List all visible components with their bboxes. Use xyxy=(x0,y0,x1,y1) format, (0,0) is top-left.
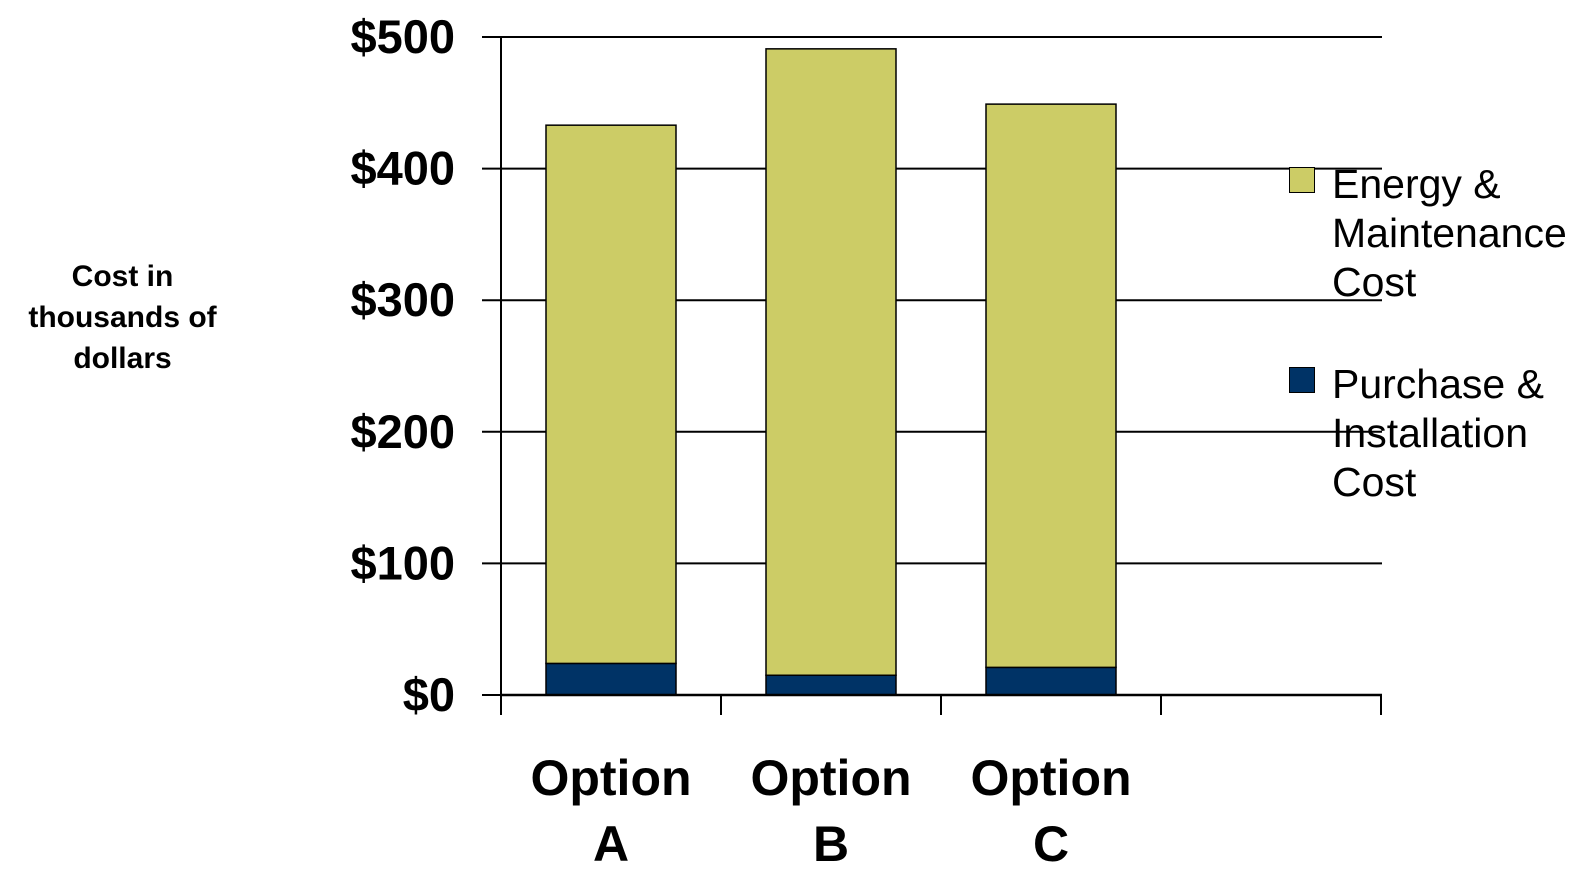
bar-segment-purchase-installation xyxy=(985,666,1117,696)
y-tick-label: $300 xyxy=(350,273,455,326)
bar-segment-energy-maintenance xyxy=(765,48,897,677)
y-tick-label: $400 xyxy=(350,142,455,195)
y-tick-label: $0 xyxy=(403,668,455,721)
y-tick-label: $500 xyxy=(350,10,455,63)
bars xyxy=(545,48,1117,696)
y-tick-label: $100 xyxy=(350,536,455,589)
legend-swatch-energy-maintenance xyxy=(1289,167,1315,193)
axes xyxy=(500,37,1382,715)
x-category-label: Option C xyxy=(970,750,1131,872)
x-category-label: Option A xyxy=(530,750,691,872)
bar-segment-energy-maintenance xyxy=(545,124,677,665)
y-tick-labels: $0 $100 $200 $300 $400 $500 xyxy=(350,10,455,721)
bar-segment-purchase-installation xyxy=(765,674,897,696)
x-category-labels: Option A Option B Option C xyxy=(530,750,1131,872)
bar-segment-purchase-installation xyxy=(545,662,677,696)
y-axis-label: Cost in thousands of dollars xyxy=(28,260,217,375)
y-tick-label: $200 xyxy=(350,405,455,458)
legend-label-energy-maintenance: Energy & Maintenance Cost xyxy=(1332,161,1567,305)
bar-segment-energy-maintenance xyxy=(985,103,1117,669)
x-category-label: Option B xyxy=(750,750,911,872)
legend-label-purchase-installation: Purchase & Installation Cost xyxy=(1332,361,1544,505)
legend-swatch-purchase-installation xyxy=(1289,367,1315,393)
